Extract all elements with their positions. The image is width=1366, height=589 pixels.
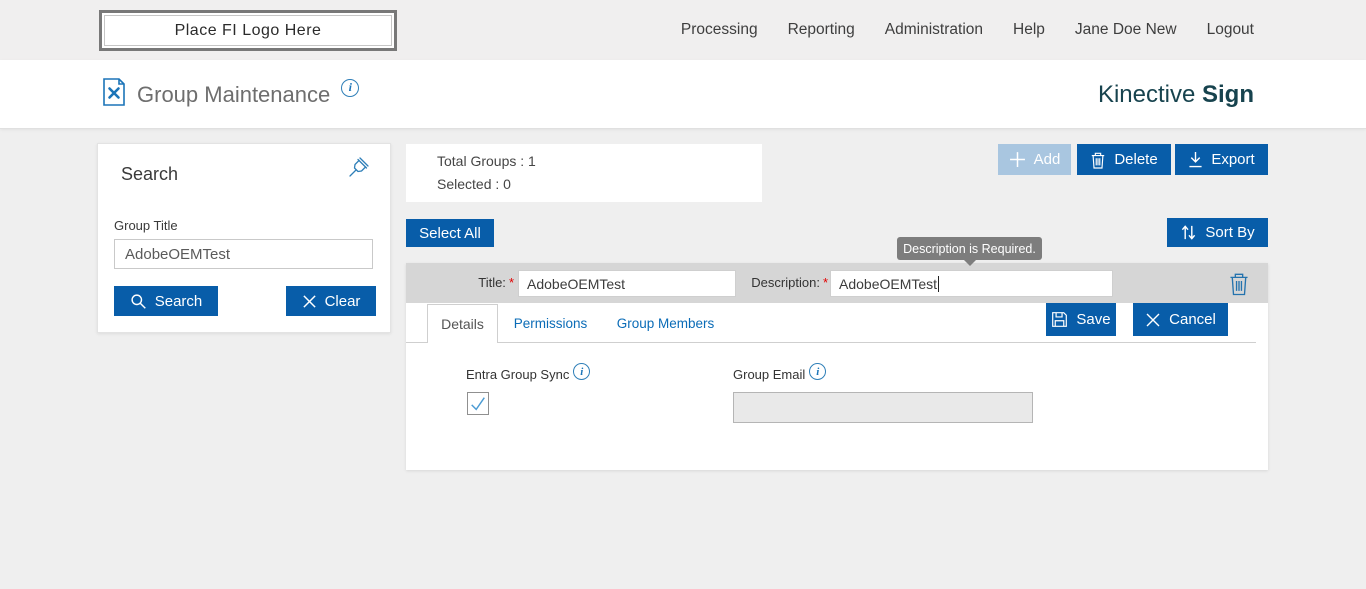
tabs-divider	[406, 342, 1256, 343]
required-asterisk: *	[508, 275, 514, 290]
nav-logout[interactable]: Logout	[1206, 21, 1254, 38]
save-disk-icon	[1052, 312, 1068, 327]
select-all-button[interactable]: Select All	[406, 219, 494, 247]
nav-processing[interactable]: Processing	[680, 21, 758, 38]
page-title: Group Maintenance	[137, 81, 331, 107]
trash-icon	[1092, 152, 1105, 169]
title-input[interactable]: AdobeOEMTest	[518, 270, 736, 297]
required-asterisk: *	[822, 275, 828, 290]
group-title-label: Group Title	[114, 218, 178, 233]
title-label: Title: *	[478, 275, 514, 290]
nav-user-menu[interactable]: Jane Doe New	[1074, 21, 1177, 38]
fi-logo-placeholder: Place FI Logo Here	[99, 10, 397, 51]
clear-x-icon	[302, 294, 316, 308]
validation-tooltip: Description is Required.	[897, 237, 1042, 266]
top-bar: Place FI Logo Here Processing Reporting …	[0, 0, 1366, 60]
checkmark-icon	[471, 396, 485, 411]
entra-info-icon[interactable]: i	[573, 363, 591, 380]
entra-group-sync-checkbox[interactable]	[467, 392, 489, 415]
tab-details[interactable]: Details	[427, 304, 498, 343]
page-header: Group Maintenance i Kinective Sign	[0, 60, 1366, 129]
row-delete-icon[interactable]	[1228, 271, 1250, 296]
nav-administration[interactable]: Administration	[884, 21, 984, 38]
save-button[interactable]: Save	[1046, 303, 1116, 336]
group-maintenance-icon	[102, 78, 126, 111]
search-panel-title: Search	[121, 164, 179, 184]
description-input[interactable]: AdobeOEMTest	[830, 270, 1113, 297]
search-button[interactable]: Search	[114, 286, 218, 316]
add-button[interactable]: Add	[998, 144, 1071, 175]
selected-count-text: Selected : 0	[437, 176, 511, 192]
group-email-info-icon[interactable]: i	[809, 363, 827, 380]
cancel-x-icon	[1146, 313, 1160, 326]
plus-icon	[1009, 152, 1025, 167]
cancel-button[interactable]: Cancel	[1133, 303, 1228, 336]
brand-logo: Kinective Sign	[1098, 60, 1254, 129]
brand-regular: Kinective	[1097, 80, 1196, 108]
top-navigation: Processing Reporting Administration Help…	[681, 0, 1254, 60]
clear-button[interactable]: Clear	[286, 286, 376, 316]
entra-group-sync-label: Entra Group Sync i	[466, 363, 591, 384]
groups-summary: Total Groups : 1 Selected : 0	[406, 144, 762, 202]
delete-button[interactable]: Delete	[1077, 144, 1171, 175]
nav-reporting[interactable]: Reporting	[787, 21, 855, 38]
tab-permissions[interactable]: Permissions	[513, 316, 588, 331]
nav-help[interactable]: Help	[1013, 21, 1045, 38]
search-icon	[131, 293, 146, 309]
page-info-icon[interactable]: i	[341, 78, 360, 97]
fi-logo-text: Place FI Logo Here	[174, 21, 322, 39]
total-groups-text: Total Groups : 1	[437, 153, 536, 169]
group-row: Title: * AdobeOEMTest Description: * Adobe…	[406, 263, 1268, 303]
pin-icon[interactable]	[346, 156, 370, 180]
description-label: Description: *	[751, 275, 828, 290]
search-panel: Search Group Title Search Clear	[97, 143, 391, 333]
sort-by-button[interactable]: Sort By	[1167, 218, 1268, 247]
group-title-input[interactable]	[114, 239, 373, 269]
group-edit-panel: Title: * AdobeOEMTest Description: * Adobe…	[406, 263, 1268, 470]
group-email-label: Group Email i	[733, 363, 827, 384]
sort-arrows-icon	[1182, 225, 1196, 240]
text-caret	[938, 275, 940, 292]
export-button[interactable]: Export	[1175, 144, 1268, 175]
brand-bold: Sign	[1202, 80, 1254, 108]
group-email-input	[733, 392, 1033, 423]
download-icon	[1189, 152, 1202, 168]
tab-group-members[interactable]: Group Members	[616, 316, 715, 331]
